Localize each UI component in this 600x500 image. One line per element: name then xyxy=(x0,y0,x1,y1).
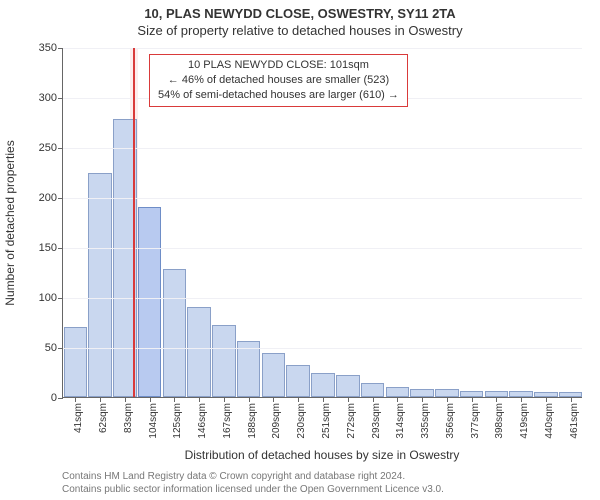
xtick-mark xyxy=(150,397,151,402)
gridline xyxy=(63,248,582,249)
xtick-mark xyxy=(75,397,76,402)
bar xyxy=(187,307,211,397)
bar xyxy=(64,327,88,397)
xtick-label: 83sqm xyxy=(123,403,134,433)
y-axis-label: Number of detached properties xyxy=(3,140,17,305)
plot-region: 05010015020025030035041sqm62sqm83sqm104s… xyxy=(62,48,582,398)
ytick-label: 250 xyxy=(39,142,63,154)
xtick-label: 209sqm xyxy=(271,403,282,439)
xtick-label: 62sqm xyxy=(98,403,109,433)
xtick-label: 293sqm xyxy=(371,403,382,439)
annotation-line: 10 PLAS NEWYDD CLOSE: 101sqm xyxy=(158,58,399,73)
ytick-label: 0 xyxy=(51,392,63,404)
annotation-line: 54% of semi-detached houses are larger (… xyxy=(158,88,399,103)
bar xyxy=(336,375,360,397)
xtick-mark xyxy=(249,397,250,402)
bar xyxy=(410,389,434,397)
xtick-label: 104sqm xyxy=(148,403,159,439)
xtick-mark xyxy=(571,397,572,402)
bar xyxy=(386,387,410,397)
xtick-label: 440sqm xyxy=(544,403,555,439)
xtick-label: 272sqm xyxy=(346,403,357,439)
ytick-label: 50 xyxy=(45,342,63,354)
ytick-label: 350 xyxy=(39,42,63,54)
bar xyxy=(138,207,162,397)
xtick-label: 230sqm xyxy=(296,403,307,439)
marker-line xyxy=(133,48,135,397)
annotation-box: 10 PLAS NEWYDD CLOSE: 101sqm← 46% of det… xyxy=(149,54,408,107)
xtick-label: 419sqm xyxy=(519,403,530,439)
xtick-label: 314sqm xyxy=(395,403,406,439)
xtick-label: 146sqm xyxy=(197,403,208,439)
ytick-label: 300 xyxy=(39,92,63,104)
bar xyxy=(361,383,385,397)
xtick-label: 461sqm xyxy=(569,403,580,439)
xtick-label: 167sqm xyxy=(222,403,233,439)
chart-title: 10, PLAS NEWYDD CLOSE, OSWESTRY, SY11 2T… xyxy=(0,0,600,21)
chart-subtitle: Size of property relative to detached ho… xyxy=(0,21,600,38)
xtick-label: 335sqm xyxy=(420,403,431,439)
bar xyxy=(311,373,335,397)
bar xyxy=(88,173,112,397)
ytick-label: 200 xyxy=(39,192,63,204)
xtick-label: 398sqm xyxy=(494,403,505,439)
xtick-mark xyxy=(521,397,522,402)
bar xyxy=(163,269,187,397)
xtick-label: 41sqm xyxy=(73,403,84,433)
xtick-label: 251sqm xyxy=(321,403,332,439)
xtick-mark xyxy=(273,397,274,402)
xtick-label: 125sqm xyxy=(172,403,183,439)
annotation-line: ← 46% of detached houses are smaller (52… xyxy=(158,73,399,88)
xtick-label: 356sqm xyxy=(445,403,456,439)
bar xyxy=(212,325,236,397)
xtick-mark xyxy=(422,397,423,402)
gridline xyxy=(63,148,582,149)
attribution-line: Contains HM Land Registry data © Crown c… xyxy=(62,470,444,483)
bar xyxy=(262,353,286,397)
xtick-mark xyxy=(100,397,101,402)
attribution-text: Contains HM Land Registry data © Crown c… xyxy=(62,470,444,496)
xtick-mark xyxy=(298,397,299,402)
xtick-mark xyxy=(447,397,448,402)
xtick-label: 377sqm xyxy=(470,403,481,439)
gridline xyxy=(63,48,582,49)
xtick-mark xyxy=(199,397,200,402)
xtick-mark xyxy=(323,397,324,402)
bar xyxy=(286,365,310,397)
xtick-mark xyxy=(224,397,225,402)
ytick-label: 150 xyxy=(39,242,63,254)
chart-area: Number of detached properties 0501001502… xyxy=(62,48,582,398)
attribution-line: Contains public sector information licen… xyxy=(62,483,444,496)
xtick-mark xyxy=(373,397,374,402)
xtick-mark xyxy=(174,397,175,402)
gridline xyxy=(63,198,582,199)
bar xyxy=(237,341,261,397)
xtick-mark xyxy=(125,397,126,402)
xtick-mark xyxy=(472,397,473,402)
gridline xyxy=(63,348,582,349)
xtick-mark xyxy=(546,397,547,402)
xtick-mark xyxy=(348,397,349,402)
xtick-mark xyxy=(496,397,497,402)
chart-page: 10, PLAS NEWYDD CLOSE, OSWESTRY, SY11 2T… xyxy=(0,0,600,500)
x-axis-label: Distribution of detached houses by size … xyxy=(62,448,582,462)
bar xyxy=(435,389,459,397)
xtick-mark xyxy=(397,397,398,402)
gridline xyxy=(63,298,582,299)
xtick-label: 188sqm xyxy=(247,403,258,439)
ytick-label: 100 xyxy=(39,292,63,304)
